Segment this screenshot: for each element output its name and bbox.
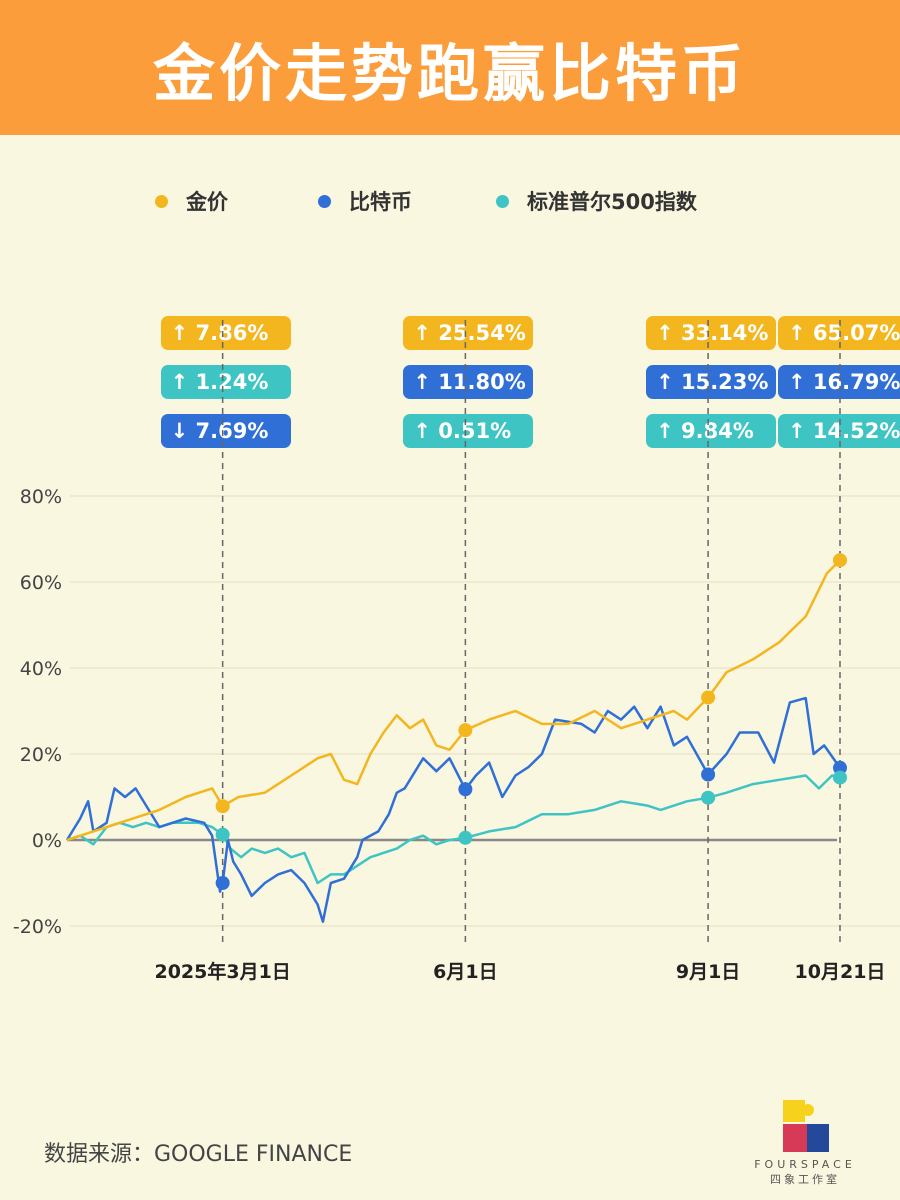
legend-dot-bitcoin	[318, 194, 331, 208]
legend-dot-gold	[155, 194, 168, 208]
logo-text-en: FOURSPACE	[754, 1158, 856, 1171]
data-point-bitcoin	[833, 760, 847, 775]
data-point-sp500	[701, 790, 716, 805]
puzzle-logo-icon	[783, 1100, 829, 1152]
data-point-sp500	[215, 827, 230, 842]
change-tag-sp500: ↑ 0.51%	[403, 414, 534, 448]
data-point-gold	[833, 553, 847, 568]
legend-label: 金价	[186, 190, 228, 214]
title-banner: 金价走势跑赢比特币	[0, 0, 900, 135]
legend-label: 比特币	[349, 190, 412, 214]
logo: FOURSPACE 四象工作室	[745, 1098, 865, 1187]
change-tag-sp500: ↑ 9.84%	[646, 414, 777, 448]
series-line-bitcoin	[65, 696, 842, 923]
data-point-gold	[701, 690, 716, 705]
change-tag-gold: ↑ 33.14%	[646, 316, 777, 350]
legend-dot-sp500	[496, 194, 509, 208]
y-tick-label: 60%	[20, 572, 62, 594]
y-tick-label: 20%	[20, 744, 62, 766]
data-source: 数据来源：GOOGLE FINANCE	[44, 1142, 353, 1167]
change-tag-bitcoin: ↑ 15.23%	[646, 365, 777, 399]
series-line-sp500	[66, 774, 841, 885]
data-point-bitcoin	[458, 782, 473, 797]
y-tick-label: -20%	[13, 916, 62, 938]
data-point-sp500	[458, 830, 473, 845]
x-tick-label: 10月21日	[795, 961, 886, 983]
x-tick-label: 2025年3月1日	[154, 960, 290, 983]
legend-sp500: 标准普尔500指数	[496, 186, 697, 216]
change-tag-gold: ↑ 65.07%	[778, 316, 900, 350]
change-tag-sp500: ↑ 1.24%	[160, 365, 291, 399]
data-point-bitcoin	[701, 767, 716, 782]
data-point-gold	[215, 799, 230, 814]
data-point-gold	[458, 723, 473, 738]
change-tag-bitcoin: ↑ 16.79%	[778, 365, 900, 399]
line-chart: 80% 60% 40% 20% 0% -20% 2025年3月1日 6月1日 9月1日 10月21…	[13, 320, 900, 983]
y-tick-label: 40%	[20, 658, 62, 680]
legend-bitcoin: 比特币	[318, 186, 412, 216]
page-title: 金价走势跑赢比特币	[152, 36, 747, 110]
y-tick-label: 80%	[20, 486, 62, 508]
change-tag-gold: ↑ 25.54%	[403, 316, 534, 350]
x-tick-label: 6月1日	[433, 961, 497, 983]
legend-label: 标准普尔500指数	[527, 190, 697, 214]
y-tick-label: 0%	[32, 830, 62, 852]
data-point-bitcoin	[215, 876, 230, 890]
change-tag-bitcoin: ↓ 7.69%	[160, 414, 291, 448]
logo-text-cn: 四象工作室	[770, 1173, 840, 1186]
legend-gold: 金价	[155, 186, 228, 216]
x-tick-label: 9月1日	[676, 961, 740, 983]
change-tag-sp500: ↑ 14.52%	[778, 414, 900, 448]
data-point-sp500	[833, 770, 847, 785]
series-line-gold	[66, 559, 841, 842]
change-tag-bitcoin: ↑ 11.80%	[403, 365, 534, 399]
change-tag-gold: ↑ 7.86%	[160, 316, 291, 350]
